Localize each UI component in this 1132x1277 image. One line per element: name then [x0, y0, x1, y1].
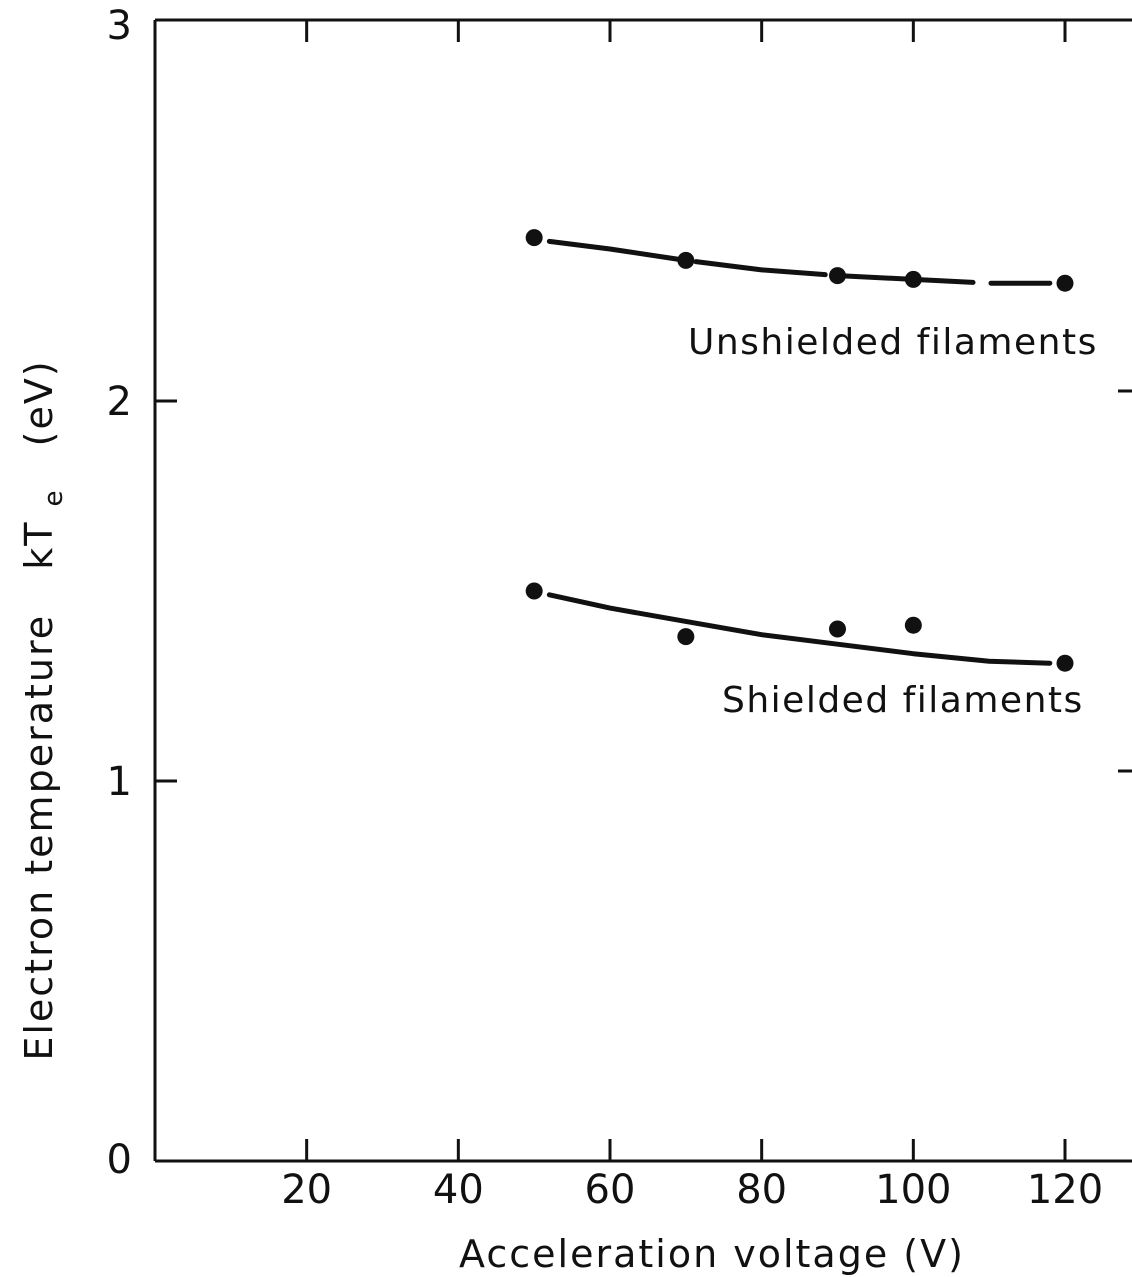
- x-axis-label: Acceleration voltage (V): [459, 1232, 965, 1276]
- y-tick-label: 2: [107, 379, 132, 425]
- data-point-series-1: [677, 628, 695, 646]
- y-tick-label: 3: [107, 3, 132, 49]
- y-axis-label-text: Electron temperature: [17, 614, 61, 1061]
- x-tick-label: 100: [875, 1167, 951, 1213]
- y-axis-label-unit: (eV): [17, 359, 61, 446]
- fit-curves: [546, 238, 1053, 666]
- data-points: [525, 229, 1074, 672]
- data-point-series-1: [829, 620, 846, 638]
- x-tick-label: 120: [1027, 1167, 1103, 1213]
- data-point-series-0: [525, 229, 543, 247]
- series-label-unshielded: Unshielded filaments: [688, 322, 1098, 363]
- data-point-series-0: [1056, 274, 1074, 292]
- svg-text:Electron temperature k: Electron temperature kT e (eV): [17, 359, 71, 1060]
- axes: [153, 18, 1132, 1163]
- y-axis-label-symbol: kT: [17, 521, 61, 570]
- tick-labels: 20 40 60 80 100 120 0 1 2 3: [107, 3, 1104, 1213]
- data-point-series-1: [1056, 654, 1074, 672]
- data-point-series-0: [677, 251, 695, 269]
- data-point-series-0: [904, 270, 922, 288]
- y-axis-label: Electron temperature kT e (eV): [17, 359, 71, 1060]
- x-tick-label: 60: [585, 1167, 636, 1213]
- y-tick-label: 0: [107, 1137, 132, 1183]
- y-axis-label-subscript: e: [39, 488, 69, 506]
- fit-curve-0: [546, 238, 1053, 286]
- data-point-series-1: [525, 582, 543, 600]
- data-point-series-0: [829, 267, 846, 285]
- series-label-shielded: Shielded filaments: [722, 680, 1084, 721]
- x-tick-label: 80: [736, 1167, 787, 1213]
- fit-curve-1: [546, 592, 1053, 666]
- x-tick-label: 20: [281, 1167, 332, 1213]
- tick-marks: [155, 20, 1132, 1161]
- y-tick-label: 1: [107, 759, 132, 805]
- x-tick-label: 40: [433, 1167, 484, 1213]
- data-point-series-1: [904, 616, 922, 634]
